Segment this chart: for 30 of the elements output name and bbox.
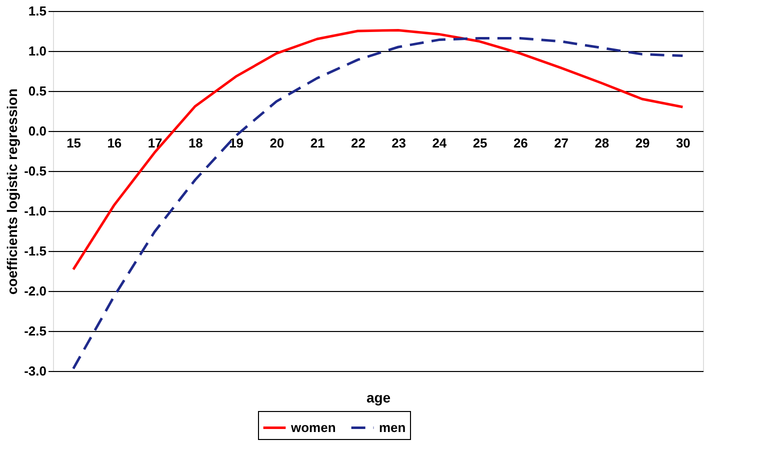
x-tick-label: 19	[229, 136, 244, 150]
y-tick-label: 0.0	[28, 124, 46, 138]
y-tick-label: -0.5	[24, 164, 46, 178]
x-tick-label: 25	[472, 136, 488, 150]
x-tick-label: 20	[270, 136, 284, 150]
y-tick-label: 1.5	[28, 4, 46, 18]
y-axis-title: coefficients logistic regression	[4, 88, 20, 295]
x-tick-label: 21	[310, 136, 325, 150]
x-tick-label: 15	[66, 136, 82, 150]
y-tick-label: 0.5	[28, 84, 46, 98]
x-tick-label: 29	[635, 136, 650, 150]
x-tick-label: 24	[432, 136, 448, 150]
x-tick-label: 30	[676, 136, 690, 150]
y-tick-label: -2.5	[24, 324, 46, 338]
x-tick-label: 23	[392, 136, 406, 150]
x-axis-title: age	[366, 390, 391, 406]
y-tick-label: -2.0	[24, 284, 46, 298]
y-tick-label: -1.5	[24, 244, 46, 258]
y-tick-label: -3.0	[24, 364, 46, 378]
x-tick-label: 17	[148, 136, 162, 150]
x-tick-label: 27	[554, 136, 569, 150]
x-tick-label: 18	[188, 136, 203, 150]
y-tick-label: -1.0	[24, 204, 46, 218]
y-tick-label: 1.0	[28, 44, 46, 58]
legend-label: women	[290, 420, 336, 435]
x-tick-label: 22	[350, 136, 366, 150]
x-tick-label: 28	[594, 136, 610, 150]
x-tick-label: 16	[107, 136, 122, 150]
legend-label: men	[379, 420, 406, 435]
x-tick-label: 26	[513, 136, 528, 150]
